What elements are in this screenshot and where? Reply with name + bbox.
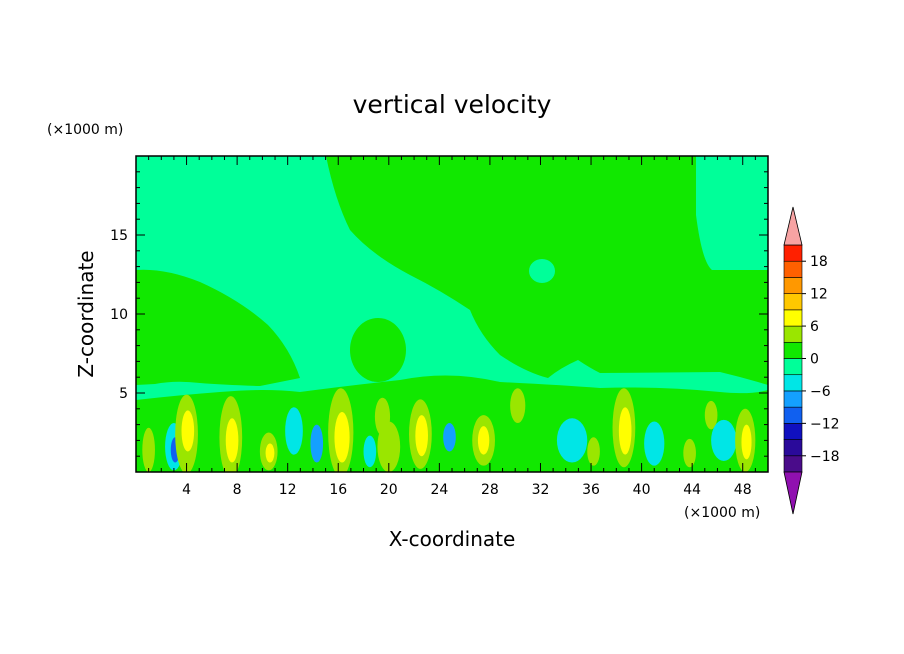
contour-cell: [704, 400, 718, 430]
contour-cell: [443, 423, 456, 452]
colorbar-under-triangle: [783, 471, 803, 515]
colorbar-swatch: [783, 309, 803, 327]
x-tick-label: 32: [532, 482, 550, 498]
neutral-blob: [529, 259, 555, 283]
colorbar-label: 12: [810, 287, 828, 303]
contour-cell: [181, 410, 195, 452]
colorbar-swatch: [783, 423, 803, 440]
contour-cell: [225, 418, 239, 463]
x-tick-label: 44: [683, 482, 701, 498]
colorbar-label: −12: [810, 416, 840, 432]
y-tick-label: 15: [110, 228, 128, 244]
colorbar-label: 18: [810, 254, 828, 270]
contour-cell: [363, 435, 377, 468]
y-axis-label: Z-coordinate: [74, 250, 98, 377]
x-tick-label: 12: [279, 482, 297, 498]
contour-cell: [556, 418, 588, 463]
contour-cell: [587, 437, 600, 466]
colorbar-swatch: [783, 293, 803, 311]
x-tick-label: 40: [633, 482, 651, 498]
contour-field: [136, 156, 768, 472]
contour-cell: [510, 388, 526, 424]
contour-cell: [310, 424, 324, 463]
y-unit-label: (×1000 m): [47, 122, 123, 138]
contour-cell: [683, 438, 696, 468]
colorbar-swatch: [783, 390, 803, 408]
x-tick-label: 20: [380, 482, 398, 498]
colorbar: 18 12 6 0 −6 −12 −18: [783, 206, 840, 515]
contour-cell: [477, 426, 490, 455]
x-tick-label: 24: [430, 482, 448, 498]
x-tick-label: 36: [582, 482, 600, 498]
colorbar-swatch: [783, 406, 803, 424]
contour-cell: [415, 415, 428, 457]
colorbar-label: 0: [810, 352, 819, 368]
x-tick-label: 28: [481, 482, 499, 498]
chart-title: vertical velocity: [353, 90, 552, 119]
colorbar-swatch: [783, 260, 803, 278]
colorbar-swatch: [783, 439, 803, 457]
colorbar-swatch: [783, 244, 803, 262]
x-tick-label: 4: [182, 482, 191, 498]
colorbar-label: −6: [810, 384, 831, 400]
colorbar-over-triangle: [783, 206, 803, 246]
positive-blob: [350, 318, 406, 382]
colorbar-swatch: [783, 455, 803, 473]
colorbar-swatch: [783, 325, 803, 343]
x-tick-label: 48: [734, 482, 752, 498]
x-unit-label: (×1000 m): [684, 505, 760, 521]
x-tick-label: 16: [329, 482, 347, 498]
y-tick-label: 5: [119, 386, 128, 402]
colorbar-swatch: [783, 277, 803, 294]
y-tick-label: 10: [110, 307, 128, 323]
positive-region-left: [136, 269, 300, 386]
colorbar-swatch: [783, 358, 803, 376]
x-tick-label: 8: [233, 482, 242, 498]
colorbar-swatch: [783, 374, 803, 392]
contour-cell: [142, 427, 155, 472]
contour-cell: [377, 421, 401, 472]
contour-cell: [644, 421, 665, 466]
contour-cell: [741, 424, 752, 460]
contour-cell: [285, 407, 303, 455]
contour-cell: [334, 411, 350, 463]
x-axis-label: X-coordinate: [389, 527, 516, 551]
colorbar-label: −18: [810, 449, 840, 465]
colorbar-label: 6: [810, 319, 819, 335]
colorbar-swatch: [783, 341, 803, 359]
contour-cell: [711, 419, 737, 461]
contour-cell: [265, 443, 275, 463]
contour-cell: [618, 407, 632, 455]
